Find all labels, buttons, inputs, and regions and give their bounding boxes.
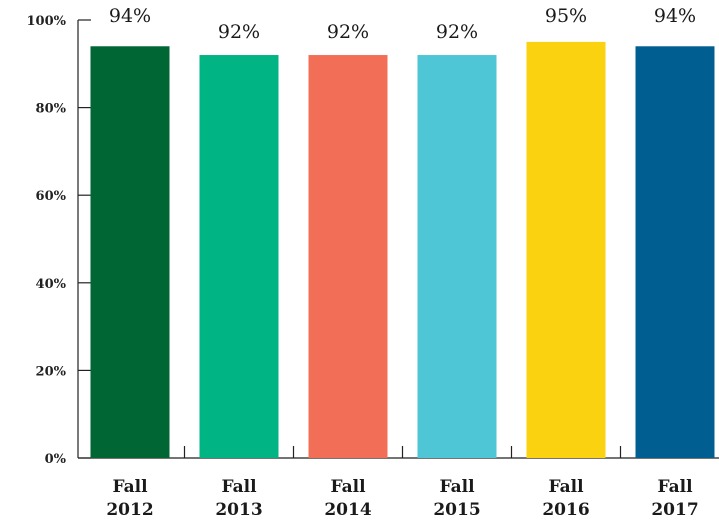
y-tick-label: 60% [36,189,67,204]
y-tick-label: 20% [36,364,67,379]
x-tick-label-line: Fall [657,477,693,497]
x-tick-label-line: 2012 [106,500,153,520]
data-label: 92% [327,21,369,43]
data-label: 94% [654,5,696,27]
bar-fall-2012 [90,46,170,458]
x-tick-label-line: Fall [330,477,366,497]
x-tick-label-line: 2017 [651,500,698,520]
x-axis: Fall 2012 Fall 2013 Fall 2014 Fall 2015 Fall 2016… [78,446,719,520]
bar-fall-2015 [417,55,497,458]
bar-fall-2014 [308,55,388,458]
x-tick-label: Fall 2016 [542,477,589,520]
data-label: 92% [218,21,260,43]
x-tick-label-line: Fall [439,477,475,497]
x-tick-label-line: 2014 [324,500,371,520]
y-tick-label: 80% [36,102,67,117]
y-tick-label: 100% [27,14,67,29]
x-tick-label: Fall 2017 [651,477,698,520]
x-tick-label-line: 2013 [215,500,262,520]
bar-fall-2013 [199,55,279,458]
data-labels: 94% 92% 92% 92% 95% 94% [109,5,696,43]
bar-fall-2016 [526,41,606,459]
x-tick-label-line: 2016 [542,500,589,520]
x-tick-label: Fall 2014 [324,477,371,520]
x-tick-label: Fall 2012 [106,477,153,520]
x-tick-label: Fall 2015 [433,477,480,520]
y-axis: 0% 20% 40% 60% 80% 100% [27,14,91,467]
bar-fall-2017 [635,46,715,458]
y-tick-label: 40% [36,277,67,292]
data-label: 95% [545,5,587,27]
data-label: 94% [109,5,151,27]
x-tick-label-line: Fall [112,477,148,497]
x-tick-label-line: Fall [221,477,257,497]
bars [90,41,715,459]
x-tick-label-line: 2015 [433,500,480,520]
data-label: 92% [436,21,478,43]
y-tick-label: 0% [45,452,67,467]
x-tick-label-line: Fall [548,477,584,497]
x-tick-label: Fall 2013 [215,477,262,520]
